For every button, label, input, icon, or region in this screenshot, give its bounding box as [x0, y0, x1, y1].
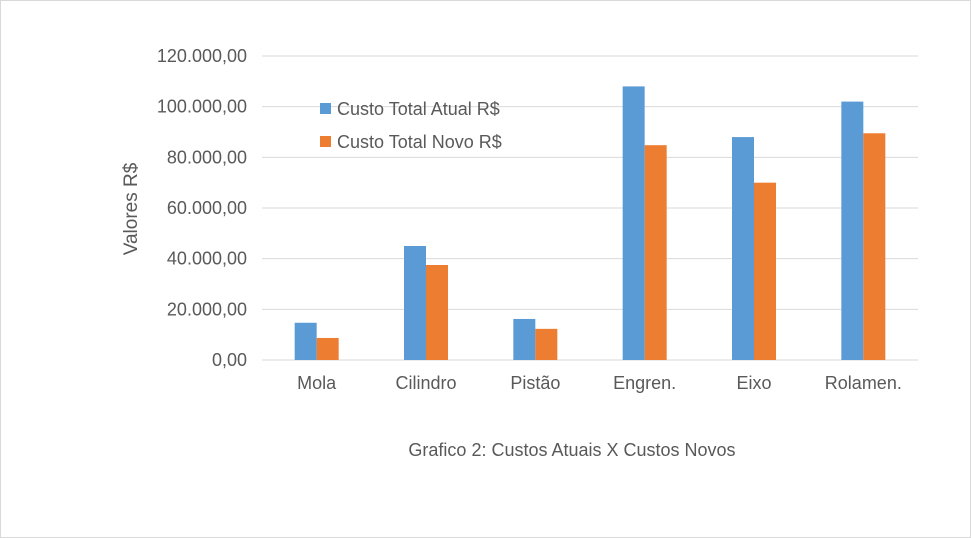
- gridlines: [262, 55, 918, 361]
- x-axis-categories: Mola Cilindro Pistão Engren. Eixo Rolamen.: [297, 373, 902, 393]
- x-category-label: Pistão: [510, 373, 560, 393]
- x-category-label: Engren.: [613, 373, 676, 393]
- y-tick-label: 60.000,00: [167, 198, 247, 218]
- y-tick-label: 20.000,00: [167, 299, 247, 319]
- x-category-label: Eixo: [736, 373, 771, 393]
- legend-swatch: [320, 103, 331, 114]
- legend-label: Custo Total Novo R$: [337, 132, 502, 152]
- bar-novo: [316, 337, 339, 360]
- x-category-label: Cilindro: [395, 373, 456, 393]
- bar-novo: [426, 265, 448, 360]
- y-axis-title: Valores R$: [121, 162, 142, 255]
- legend-swatch: [320, 136, 331, 147]
- bar-atual: [513, 318, 536, 360]
- y-tick-label: 100.000,00: [157, 97, 247, 117]
- bars: [294, 86, 886, 361]
- x-category-label: Mola: [297, 373, 337, 393]
- y-axis-ticks: 0,00 20.000,00 40.000,00 60.000,00 80.000,00…: [157, 46, 247, 370]
- bar-novo: [754, 182, 776, 360]
- y-tick-label: 120.000,00: [157, 46, 247, 66]
- bar-atual: [294, 322, 317, 360]
- bar-novo: [863, 133, 886, 360]
- x-category-label: Rolamen.: [825, 373, 902, 393]
- bar-atual: [404, 246, 426, 360]
- bar-atual: [841, 101, 864, 360]
- bar-atual: [622, 86, 645, 361]
- legend: Custo Total Atual R$ Custo Total Novo R$: [320, 99, 502, 152]
- y-tick-label: 40.000,00: [167, 249, 247, 269]
- bar-novo: [644, 145, 667, 360]
- bar-novo: [535, 328, 558, 360]
- y-tick-label: 0,00: [212, 350, 247, 370]
- legend-label: Custo Total Atual R$: [337, 99, 500, 119]
- y-tick-label: 80.000,00: [167, 147, 247, 167]
- chart-caption: Grafico 2: Custos Atuais X Custos Novos: [408, 440, 735, 460]
- bar-atual: [732, 137, 754, 360]
